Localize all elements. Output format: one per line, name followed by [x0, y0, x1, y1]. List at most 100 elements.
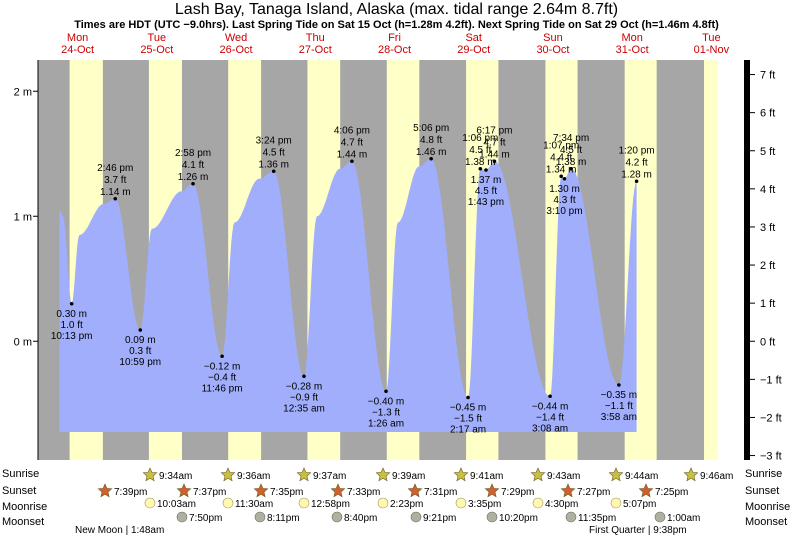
- sunset-time: 7:33pm: [347, 487, 380, 498]
- tide-low-label: −1.3 ft: [372, 407, 400, 418]
- sunset-star-icon: [330, 483, 346, 498]
- sunset-time: 7:27pm: [577, 487, 610, 498]
- sunset-star-icon: [560, 483, 576, 498]
- moonrise-icon: [610, 497, 622, 509]
- tide-point: [138, 328, 143, 332]
- tide-high-label: 4.4 ft: [550, 152, 572, 163]
- moonset-time: 8:11pm: [267, 513, 300, 524]
- sunrise-time: 9:41am: [470, 471, 503, 482]
- tide-high-label: 4.1 ft: [182, 160, 204, 171]
- tide-high-label: 1.14 m: [100, 187, 131, 198]
- day-date: 31-Oct: [616, 44, 649, 56]
- tide-point: [466, 395, 470, 400]
- tide-high-label: 1.26 m: [178, 172, 209, 183]
- moonset-icon: [331, 511, 343, 523]
- sunset-star-icon: [638, 483, 654, 498]
- tide-low-label: −0.28 m: [286, 381, 322, 392]
- right-axis-tick-label: 4 ft: [760, 184, 775, 196]
- tide-high-label: 7:34 pm: [553, 133, 589, 144]
- tide-low-label: 3:58 am: [601, 412, 637, 423]
- row-label-right: Moonset: [745, 516, 787, 528]
- sunset-star-icon: [97, 483, 113, 498]
- row-label-left: Moonrise: [2, 501, 47, 513]
- night-band: [656, 60, 705, 460]
- row-label-left: Sunrise: [2, 468, 39, 480]
- tide-curve: [59, 158, 637, 433]
- chart-subtitle: Times are HDT (UTC −9.0hrs). Last Spring…: [74, 19, 719, 31]
- day-date: 27-Oct: [299, 44, 332, 56]
- day-name: Mon: [621, 32, 642, 44]
- tide-high-label: 1.36 m: [258, 159, 289, 170]
- tide-low-label: −0.12 m: [204, 361, 240, 372]
- right-axis-tick-label: 7 ft: [760, 70, 775, 82]
- tide-high-label: 6:17 pm: [476, 125, 512, 136]
- tide-high-label: 1:20 pm: [618, 145, 654, 156]
- day-date: 25-Oct: [140, 44, 173, 56]
- moonrise-icon: [377, 497, 389, 509]
- tide-high-label: 3.7 ft: [104, 175, 126, 186]
- right-axis-tick-label: −1 ft: [760, 374, 782, 386]
- tide-low-label: 10:13 pm: [51, 331, 93, 342]
- tide-point: [548, 394, 552, 399]
- sunrise-star-icon: [453, 467, 469, 482]
- tide-point: [559, 174, 564, 179]
- moonset-icon: [176, 511, 188, 523]
- moonrise-icon: [222, 497, 234, 509]
- tide-low-label: −1.5 ft: [454, 414, 482, 425]
- moonrise-icon: [144, 497, 156, 509]
- tide-low-label: −0.4 ft: [208, 372, 236, 383]
- sunrise-star-icon: [530, 467, 546, 482]
- tide-high-label: 5:06 pm: [413, 123, 449, 134]
- tide-low-label: 2:17 am: [450, 425, 486, 436]
- tide-low-label: −0.35 m: [601, 390, 637, 401]
- tide-point: [569, 166, 573, 171]
- sunrise-star-icon: [608, 467, 624, 482]
- day-headers: Mon24-OctTue25-OctWed26-OctThu27-OctFri2…: [61, 32, 730, 56]
- tide-low-label: −0.44 m: [532, 401, 568, 412]
- sunrise-star-icon: [142, 467, 158, 482]
- tide-high-label: 4.5 ft: [263, 147, 285, 158]
- tide-high-label: 3:24 pm: [256, 135, 292, 146]
- right-axis-tick-label: −2 ft: [760, 412, 782, 424]
- sunset-star-icon: [407, 483, 423, 498]
- right-axis-tick-label: 3 ft: [760, 222, 775, 234]
- sunrise-time: 9:39am: [392, 471, 425, 482]
- day-date: 01-Nov: [694, 44, 730, 56]
- tide-high-label: 2:46 pm: [97, 163, 133, 174]
- right-axis-tick-label: 1 ft: [760, 298, 775, 310]
- sunrise-star-icon: [220, 467, 236, 482]
- tide-low-label: −1.4 ft: [536, 412, 564, 423]
- tide-low-label: 0.30 m: [56, 309, 87, 320]
- tide-point: [191, 181, 195, 186]
- tide-point: [429, 156, 433, 161]
- right-axis-tick-label: −3 ft: [760, 451, 782, 463]
- tide-high-label: 4.2 ft: [625, 157, 647, 168]
- tide-high-label: 4:06 pm: [334, 125, 370, 136]
- tide-high-label: 4.7 ft: [483, 137, 505, 148]
- tide-low-label: 4.5 ft: [475, 186, 497, 197]
- right-axis-bar: [744, 60, 750, 460]
- day-name: Wed: [225, 32, 247, 44]
- day-name: Sat: [465, 32, 482, 44]
- tide-high-label: 1:06 pm: [462, 133, 498, 144]
- tide-point: [484, 168, 488, 172]
- sunset-time: 7:37pm: [193, 487, 226, 498]
- tide-low-label: 1.0 ft: [61, 320, 83, 331]
- tide-high-label: 4.8 ft: [420, 135, 442, 146]
- row-label-right: Moonrise: [745, 501, 790, 513]
- sunrise-time: 9:44am: [625, 471, 658, 482]
- left-axis-tick-label: 0 m: [14, 336, 32, 348]
- moonrise-time: 2:23pm: [390, 499, 423, 510]
- tide-low-label: 12:35 am: [283, 403, 325, 414]
- day-date: 26-Oct: [220, 44, 253, 56]
- row-label-right: Sunset: [745, 485, 779, 497]
- left-axis-tick-label: 1 m: [14, 211, 32, 223]
- tide-low-label: −0.45 m: [450, 403, 486, 414]
- right-axis-tick-label: 5 ft: [760, 146, 775, 158]
- moonrise-time: 3:35pm: [468, 499, 501, 510]
- chart-title: Lash Bay, Tanaga Island, Alaska (max. ti…: [174, 1, 619, 18]
- day-date: 28-Oct: [378, 44, 411, 56]
- tide-high-label: 1.44 m: [337, 149, 368, 160]
- moonrise-time: 4:30pm: [545, 499, 578, 510]
- tide-high-label: 1.28 m: [621, 169, 652, 180]
